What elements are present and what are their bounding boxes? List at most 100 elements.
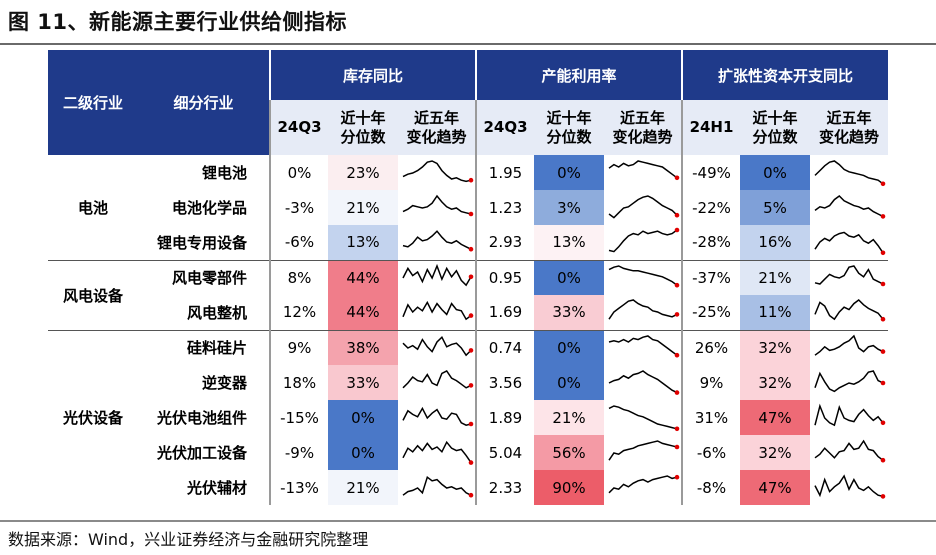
inventory-trend-sparkline (402, 159, 473, 182)
capacity-percentile: 0% (534, 365, 604, 400)
trend-end-dot (880, 380, 886, 385)
inv-period-header: 24Q3 (269, 100, 328, 155)
trend-line (814, 299, 884, 321)
capex-value: -37% (681, 259, 740, 295)
trend-end-dot (674, 227, 679, 233)
title-divider (0, 43, 936, 45)
capacity-trend-cell (604, 295, 682, 330)
trend-line (608, 159, 677, 178)
capacity-trend-cell (604, 225, 682, 260)
trend-end-dot (674, 474, 679, 479)
trend-line (401, 335, 472, 357)
trend-line (814, 159, 884, 184)
table-row: 锂电专用设备 -6% 13% 2.93 13% -28% 16% (48, 225, 888, 260)
trend-line (608, 194, 678, 219)
trend-line (608, 404, 677, 430)
trend-line (607, 474, 677, 493)
capacity-percentile: 13% (534, 225, 604, 260)
capex-trend-sparkline (814, 231, 886, 256)
trend-line (814, 369, 884, 392)
trend-end-dot (880, 457, 886, 462)
capacity-percentile: 0% (534, 259, 604, 295)
capex-value: -25% (681, 295, 740, 330)
trend-end-dot (468, 274, 473, 279)
inventory-value: 8% (269, 259, 328, 295)
inventory-percentile: 38% (328, 329, 398, 365)
header-row-1: 二级行业 细分行业 库存同比 产能利用率 扩张性资本开支同比 (48, 50, 889, 155)
trend-end-dot (880, 317, 886, 322)
trend-line (607, 299, 677, 320)
capacity-value: 2.33 (475, 470, 534, 505)
capacity-percentile: 0% (534, 329, 604, 365)
trend-line (608, 229, 677, 253)
inventory-percentile: 0% (328, 400, 398, 435)
trend-end-dot (674, 426, 679, 431)
sub-industry-label: 光伏辅材 (186, 479, 247, 497)
trend-end-dot (468, 347, 473, 353)
trend-line (607, 439, 677, 461)
trend-line (814, 334, 884, 356)
capacity-trend-sparkline (607, 474, 679, 493)
capacity-value: 1.69 (475, 295, 534, 330)
trend-end-dot (468, 247, 473, 252)
trend-end-dot (468, 421, 473, 426)
inventory-value: 12% (269, 295, 328, 330)
capex-value: -6% (681, 435, 740, 470)
capex-trend-cell (810, 225, 888, 260)
sub-industry-label: 硅料硅片 (138, 329, 270, 365)
header-sub: 细分行业 (138, 50, 270, 155)
inventory-value: -13% (269, 470, 328, 505)
capex-trend-sparkline (814, 473, 886, 499)
capacity-percentile: 90% (534, 470, 604, 505)
inventory-trend-cell (398, 365, 476, 400)
capacity-trend-cell (604, 329, 682, 365)
capex-percentile-header: 近十年 分位数 (740, 100, 810, 155)
capacity-trend-sparkline (608, 404, 679, 431)
inventory-percentile: 33% (328, 365, 398, 400)
capacity-trend-cell (604, 259, 682, 295)
trend-line (402, 475, 471, 496)
trend-end-dot (880, 181, 886, 186)
table-row: 电池 锂电池 0% 23% 1.95 0% -49% 0% (48, 155, 888, 217)
capacity-percentile: 3% (534, 190, 604, 225)
header-level2: 二级行业 (48, 50, 138, 155)
trend-line (402, 230, 471, 251)
trend-line (814, 231, 884, 254)
capacity-trend-cell (604, 365, 682, 400)
capex-percentile: 21% (740, 259, 810, 295)
inventory-trend-cell (398, 435, 476, 470)
trend-end-dot (468, 313, 473, 319)
sub-industry-label: 风电零部件 (138, 259, 270, 295)
capex-value: 9% (681, 365, 740, 400)
capex-trend-cell (810, 365, 888, 400)
inventory-trend-sparkline (401, 335, 473, 357)
inventory-trend-sparkline (401, 369, 473, 389)
capex-value: -49% (681, 155, 740, 190)
capex-trend-header: 近五年 变化趋势 (810, 100, 889, 155)
trend-line (814, 439, 884, 461)
capex-trend-cell (810, 435, 888, 470)
inventory-trend-sparkline (401, 406, 473, 426)
capacity-trend-cell (604, 400, 682, 435)
capex-percentile: 47% (740, 470, 810, 505)
inventory-percentile: 21% (328, 190, 398, 225)
capex-trend-cell (810, 190, 888, 225)
cap-trend-header: 近五年 变化趋势 (604, 100, 682, 155)
inventory-percentile: 23% (328, 155, 398, 190)
group-label: 电池 (77, 198, 108, 217)
trend-end-dot (880, 420, 886, 425)
sub-industry-label: 锂电专用设备 (156, 233, 247, 252)
inventory-value: -15% (269, 400, 328, 435)
capex-percentile: 32% (740, 435, 810, 470)
capex-trend-sparkline (814, 194, 886, 219)
trend-end-dot (674, 389, 679, 395)
trend-end-dot (468, 177, 473, 182)
inventory-percentile: 13% (328, 225, 398, 260)
trend-line (608, 264, 677, 286)
inventory-percentile: 44% (328, 295, 398, 330)
table-row: 光伏辅材 -13% 21% 2.33 90% -8% 47% (48, 470, 888, 505)
figure-title: 图 11、新能源主要行业供给侧指标 (8, 10, 348, 34)
inventory-trend-cell (398, 400, 476, 435)
capex-trend-sparkline (814, 159, 886, 186)
capex-percentile: 47% (740, 400, 810, 435)
